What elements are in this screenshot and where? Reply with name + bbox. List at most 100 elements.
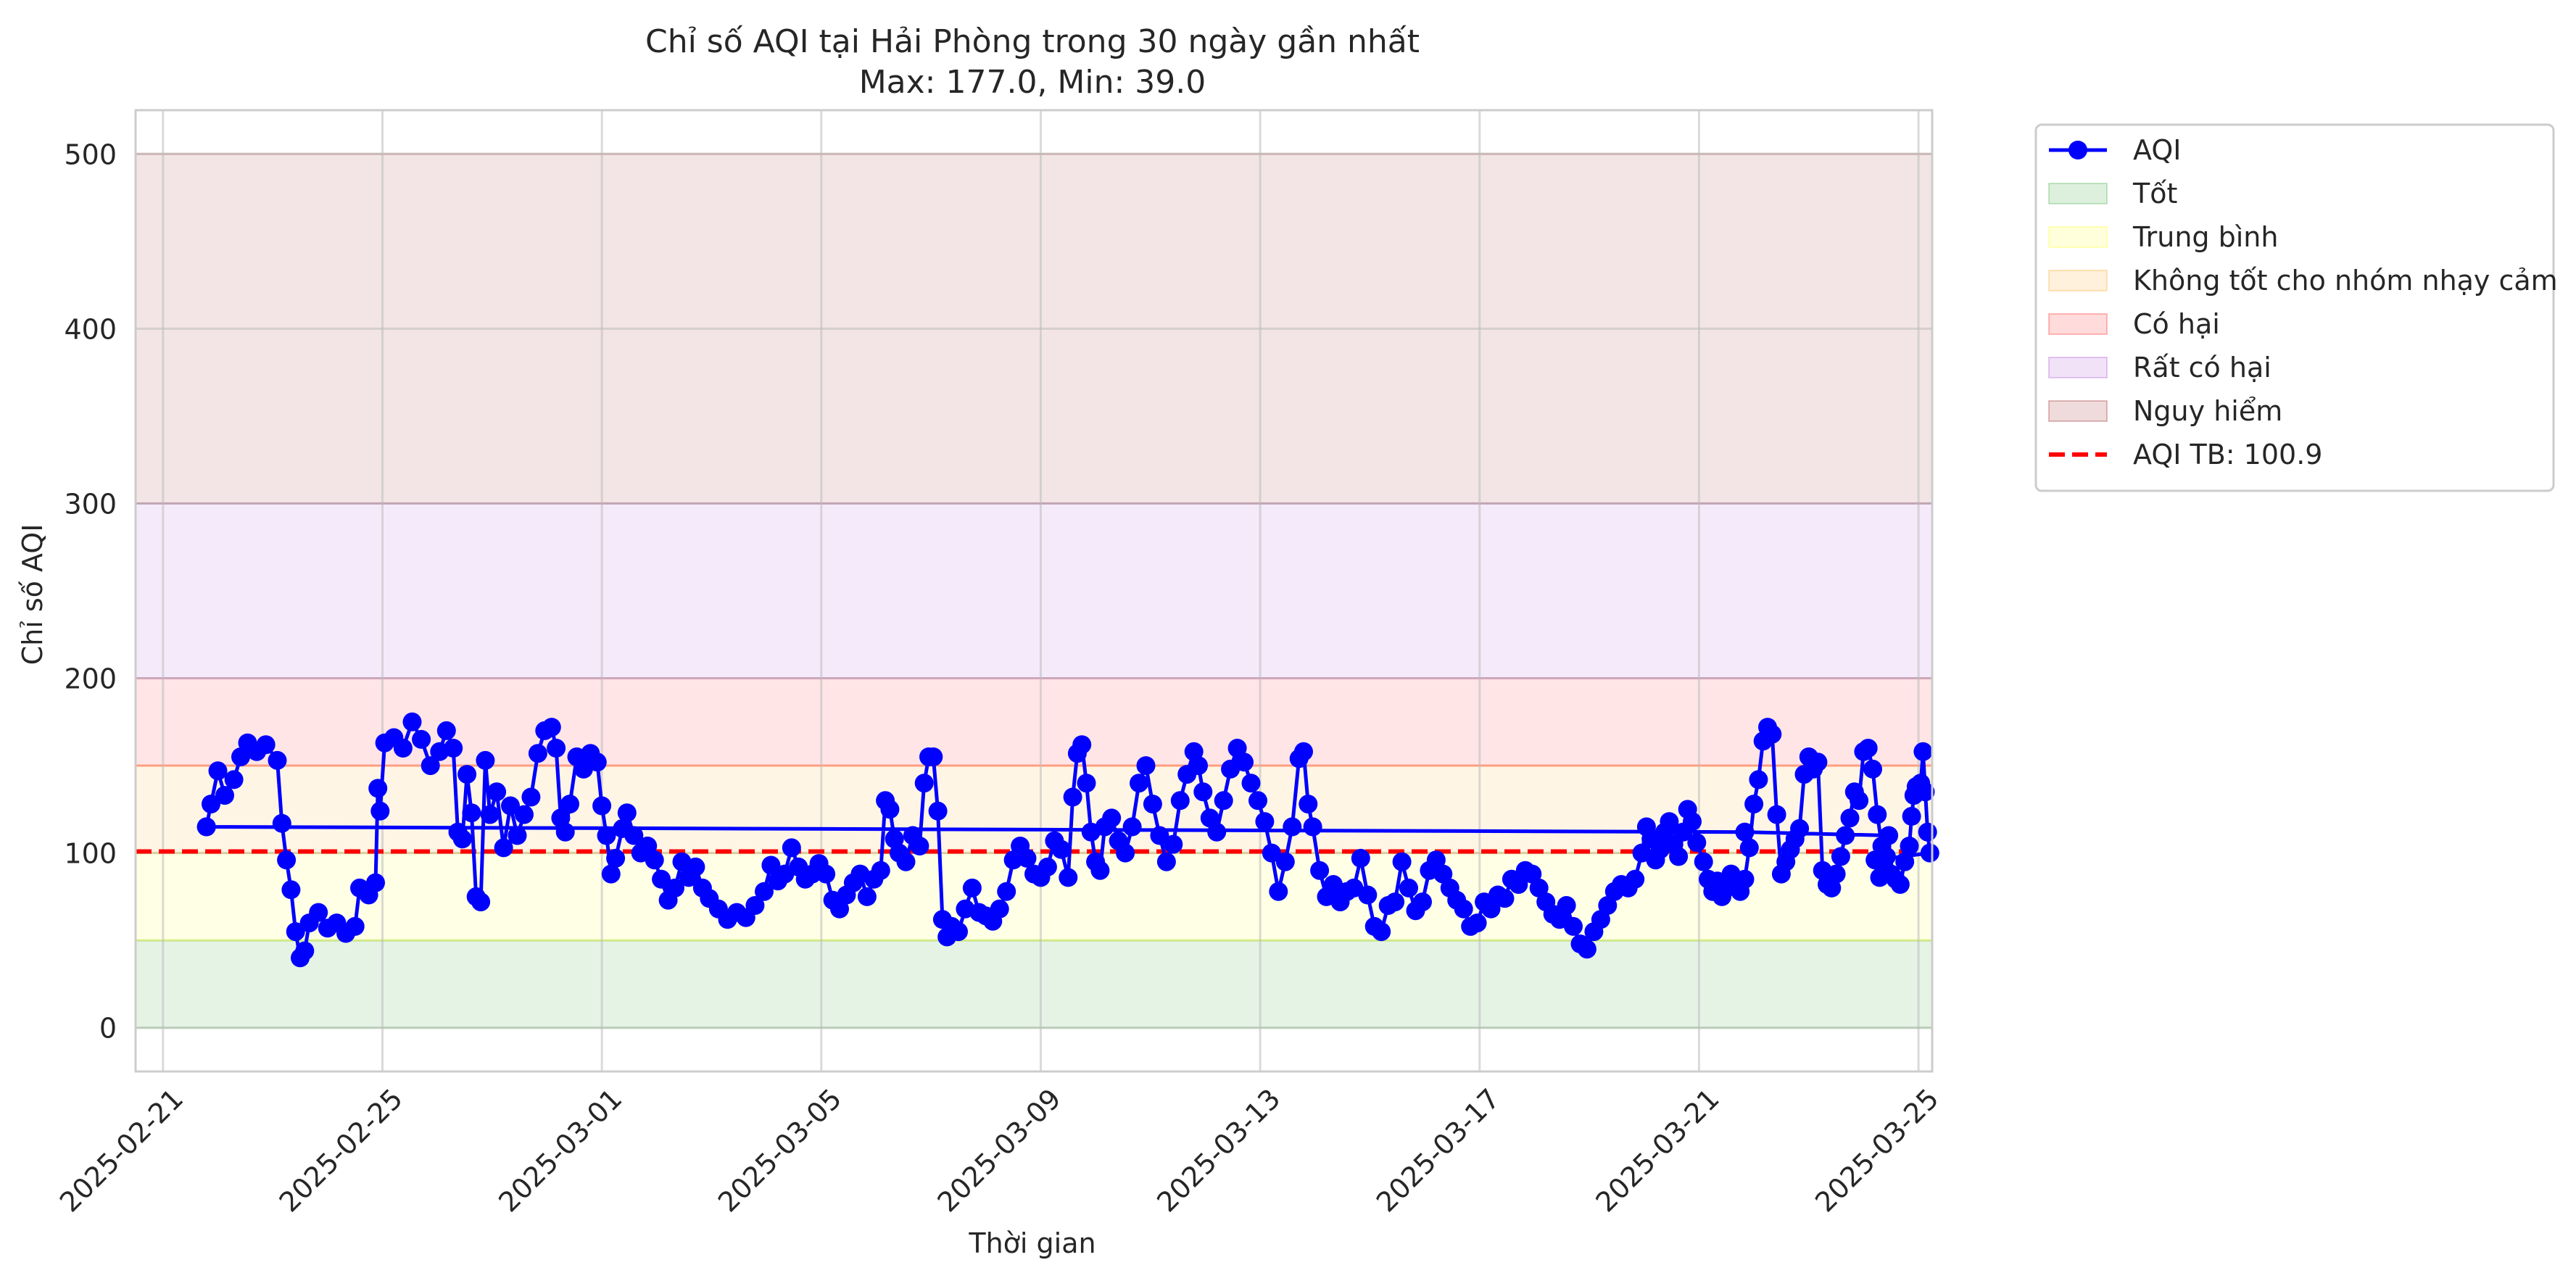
aqi-data-point <box>547 739 566 758</box>
aqi-data-point <box>494 838 513 858</box>
legend-swatch-band <box>2048 400 2108 422</box>
aqi-data-point <box>962 878 982 897</box>
aqi-data-point <box>1299 795 1318 814</box>
aqi-data-point <box>295 941 315 961</box>
band-không-tốt-cho-nhóm-nhạy-cảm <box>134 764 1934 855</box>
aqi-data-point <box>1358 885 1378 905</box>
legend-swatch-band <box>2048 183 2108 204</box>
aqi-data-point <box>782 838 801 858</box>
aqi-data-point <box>1399 878 1418 897</box>
legend-swatch-band <box>2048 270 2108 291</box>
aqi-data-point <box>1916 782 1935 802</box>
aqi-data-point <box>471 892 491 912</box>
aqi-data-point <box>761 855 781 875</box>
aqi-data-point <box>816 864 836 884</box>
aqi-data-point <box>1386 892 1405 912</box>
aqi-data-point <box>1749 770 1768 789</box>
aqi-data-point <box>587 753 607 772</box>
aqi-data-point <box>1269 882 1288 901</box>
aqi-data-point <box>997 882 1016 901</box>
aqi-data-point <box>1136 756 1156 776</box>
legend-items: AQI Tốt Trung bình Không tốt cho nhóm nhạy … <box>2048 134 2558 470</box>
aqi-data-point <box>1156 852 1176 871</box>
aqi-data-point <box>597 826 616 845</box>
aqi-data-point <box>1241 774 1261 793</box>
aqi-data-point <box>1227 739 1247 758</box>
aqi-data-point <box>1808 753 1828 772</box>
aqi-data-point <box>1051 840 1071 859</box>
aqi-data-point <box>1669 847 1689 866</box>
x-tick-label: 2025-02-21 <box>54 1082 189 1218</box>
aqi-data-point <box>370 801 390 821</box>
aqi-data-point <box>1150 826 1169 845</box>
aqi-data-point <box>1426 850 1446 870</box>
aqi-data-point <box>560 795 579 814</box>
y-tick-label: 300 <box>64 488 117 520</box>
aqi-data-point <box>990 899 1009 919</box>
aqi-data-point <box>1850 791 1869 811</box>
x-tick-label: 2025-03-09 <box>932 1082 1067 1218</box>
y-tick-label: 400 <box>64 313 117 345</box>
aqi-data-point <box>487 782 507 802</box>
aqi-data-point <box>508 826 527 845</box>
aqi-data-point <box>910 837 929 855</box>
aqi-data-point <box>202 795 220 814</box>
aqi-data-point <box>1918 822 1937 842</box>
aqi-data-point <box>277 850 297 870</box>
x-axis-label: Thời gian <box>968 1227 1096 1259</box>
legend-label: Có hại <box>2133 308 2220 340</box>
aqi-data-point <box>521 787 541 807</box>
aqi-data-point <box>928 801 948 821</box>
aqi-data-point <box>1694 852 1713 871</box>
x-tick-labels: 2025-02-21 2025-02-25 2025-03-01 2025-03-05… <box>54 1082 1945 1218</box>
legend-label: Rất có hại <box>2133 352 2271 384</box>
aqi-data-point <box>638 837 658 855</box>
aqi-data-point <box>208 761 228 781</box>
aqi-data-point <box>1836 826 1855 845</box>
aqi-data-point <box>1275 852 1295 871</box>
aqi-data-point <box>686 857 705 876</box>
aqi-data-point <box>1863 759 1882 779</box>
aqi-data-point <box>281 880 301 900</box>
aqi-data-point <box>1207 822 1227 842</box>
aqi-data-point <box>1294 742 1313 761</box>
y-axis-label: Chỉ số AQI <box>17 524 49 666</box>
aqi-data-point <box>1214 791 1233 811</box>
aqi-data-point <box>1509 875 1528 894</box>
aqi-data-point <box>1735 822 1755 842</box>
aqi-data-point <box>368 779 388 798</box>
aqi-data-point <box>880 800 900 819</box>
aqi-data-point <box>1372 922 1391 942</box>
y-tick-label: 500 <box>64 138 117 170</box>
legend-entry: Không tốt cho nhóm nhạy cảm <box>2048 265 2558 297</box>
aqi-data-point <box>1454 899 1473 919</box>
legend-swatch-band <box>2048 357 2108 378</box>
aqi-data-point <box>1433 864 1453 884</box>
legend-swatch-marker <box>2068 141 2087 159</box>
aqi-data-point <box>1193 782 1213 802</box>
aqi-data-point <box>402 712 422 731</box>
aqi-data-point <box>1102 808 1122 828</box>
x-tick-label: 2025-03-05 <box>712 1082 848 1218</box>
aqi-data-point <box>949 922 968 942</box>
aqi-data-point <box>592 796 612 816</box>
aqi-data-point <box>1913 742 1933 761</box>
chart-title: Chỉ số AQI tại Hải Phòng trong 30 ngày g… <box>645 23 1420 60</box>
legend: AQI Tốt Trung bình Không tốt cho nhóm nhạy … <box>2034 123 2558 492</box>
legend-entry: Trung bình <box>2048 221 2278 253</box>
aqi-data-point <box>1868 805 1887 824</box>
legend-box <box>2034 123 2555 492</box>
aqi-data-point <box>1059 868 1078 887</box>
legend-entry: Có hại <box>2048 308 2220 340</box>
aqi-data-point <box>231 747 250 766</box>
aqi-data-point <box>1116 843 1135 863</box>
aqi-data-point <box>1831 847 1850 866</box>
aqi-category-bands <box>134 152 1934 1029</box>
aqi-data-point <box>1003 850 1023 870</box>
aqi-data-point <box>366 873 385 892</box>
aqi-data-point <box>268 750 287 770</box>
aqi-data-point <box>555 822 575 842</box>
aqi-data-point <box>1063 787 1082 807</box>
aqi-data-point <box>256 735 276 755</box>
